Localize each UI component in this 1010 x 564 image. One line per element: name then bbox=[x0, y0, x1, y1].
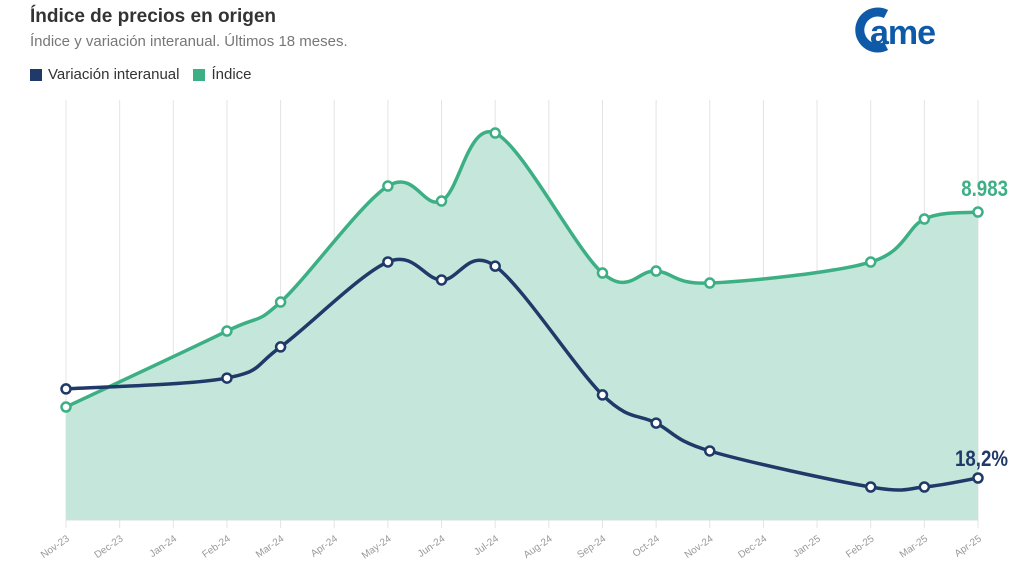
x-tick-label: Sep-24 bbox=[575, 533, 608, 561]
data-point bbox=[972, 206, 984, 218]
data-point bbox=[650, 417, 662, 429]
x-tick-label: Feb-25 bbox=[844, 533, 877, 560]
legend-swatch bbox=[30, 68, 42, 81]
x-tick-label: Nov-24 bbox=[683, 533, 716, 561]
data-point bbox=[704, 277, 716, 289]
data-point bbox=[596, 389, 609, 401]
x-tick-label: Mar-24 bbox=[254, 533, 287, 560]
x-tick-label: Mar-25 bbox=[898, 533, 931, 560]
legend-item-indice[interactable]: Índice bbox=[193, 66, 252, 83]
legend: Variación interanual Índice bbox=[30, 66, 252, 83]
data-point bbox=[704, 445, 716, 457]
x-tick-label: Nov-23 bbox=[39, 533, 72, 561]
data-point bbox=[864, 256, 877, 268]
x-tick-label: Feb-24 bbox=[200, 533, 233, 560]
data-point bbox=[918, 481, 931, 493]
chart-title: Índice de precios en origen bbox=[30, 6, 277, 27]
x-tick-label: Jul-24 bbox=[472, 533, 501, 558]
came-logo: ame bbox=[855, 7, 936, 53]
data-point bbox=[650, 265, 662, 277]
data-point bbox=[274, 296, 287, 308]
x-tick-label: Jan-25 bbox=[791, 533, 823, 560]
data-point bbox=[435, 274, 448, 286]
x-tick-label: Apr-25 bbox=[953, 533, 984, 559]
data-point bbox=[60, 383, 72, 395]
x-tick-label: Jun-24 bbox=[416, 533, 448, 560]
legend-label: Variación interanual bbox=[48, 66, 180, 83]
end-data-label: 18,2% bbox=[955, 448, 1008, 472]
end-data-label: 8.983 bbox=[961, 178, 1008, 202]
data-point bbox=[489, 260, 501, 272]
series-line-variacion bbox=[65, 257, 979, 492]
series-line-indice bbox=[65, 129, 979, 409]
x-tick-label: May-24 bbox=[360, 533, 394, 561]
data-point bbox=[972, 472, 984, 484]
x-tick-label: Aug-24 bbox=[522, 533, 555, 561]
legend-item-variacion[interactable]: Variación interanual bbox=[30, 66, 179, 83]
legend-swatch bbox=[193, 68, 206, 81]
chart-subtitle: Índice y variación interanual. Últimos 1… bbox=[30, 33, 348, 50]
data-point bbox=[221, 325, 233, 337]
data-point bbox=[489, 127, 501, 139]
data-point bbox=[596, 267, 609, 279]
x-tick-label: Jan-24 bbox=[148, 533, 180, 560]
data-point bbox=[382, 256, 394, 268]
x-tick-label: Dec-24 bbox=[736, 533, 769, 561]
data-point bbox=[435, 195, 448, 207]
x-tick-label: Apr-24 bbox=[309, 533, 340, 559]
indice-area bbox=[66, 131, 978, 520]
data-point bbox=[382, 180, 394, 192]
data-point bbox=[221, 372, 233, 384]
data-point bbox=[918, 213, 931, 225]
data-point bbox=[60, 401, 72, 413]
data-point bbox=[274, 341, 287, 353]
svg-text:ame: ame bbox=[870, 14, 935, 52]
data-point bbox=[864, 481, 877, 493]
legend-label: Índice bbox=[211, 66, 252, 83]
x-tick-label: Dec-23 bbox=[93, 533, 126, 561]
x-tick-label: Oct-24 bbox=[631, 533, 662, 559]
